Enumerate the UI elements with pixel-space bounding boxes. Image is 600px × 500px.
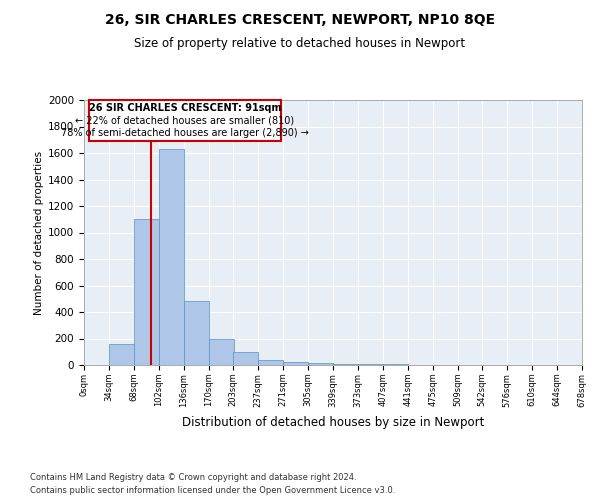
Text: Contains HM Land Registry data © Crown copyright and database right 2024.: Contains HM Land Registry data © Crown c… xyxy=(30,472,356,482)
Text: Distribution of detached houses by size in Newport: Distribution of detached houses by size … xyxy=(182,416,484,429)
Text: Size of property relative to detached houses in Newport: Size of property relative to detached ho… xyxy=(134,38,466,51)
Bar xyxy=(209,338,234,365)
Bar xyxy=(109,344,134,365)
Text: ← 22% of detached houses are smaller (810): ← 22% of detached houses are smaller (81… xyxy=(75,116,295,126)
Text: 78% of semi-detached houses are larger (2,890) →: 78% of semi-detached houses are larger (… xyxy=(61,128,309,138)
Y-axis label: Number of detached properties: Number of detached properties xyxy=(34,150,44,314)
Text: Contains public sector information licensed under the Open Government Licence v3: Contains public sector information licen… xyxy=(30,486,395,495)
Bar xyxy=(383,364,408,365)
Bar xyxy=(308,363,333,365)
Bar xyxy=(358,364,383,365)
Bar xyxy=(258,360,283,365)
Bar xyxy=(184,302,209,365)
Text: 26 SIR CHARLES CRESCENT: 91sqm: 26 SIR CHARLES CRESCENT: 91sqm xyxy=(89,102,281,113)
Bar xyxy=(134,219,159,365)
Bar xyxy=(159,149,184,365)
Bar xyxy=(233,352,258,365)
FancyBboxPatch shape xyxy=(89,100,281,141)
Bar xyxy=(283,362,308,365)
Text: 26, SIR CHARLES CRESCENT, NEWPORT, NP10 8QE: 26, SIR CHARLES CRESCENT, NEWPORT, NP10 … xyxy=(105,12,495,26)
Bar xyxy=(333,364,358,365)
